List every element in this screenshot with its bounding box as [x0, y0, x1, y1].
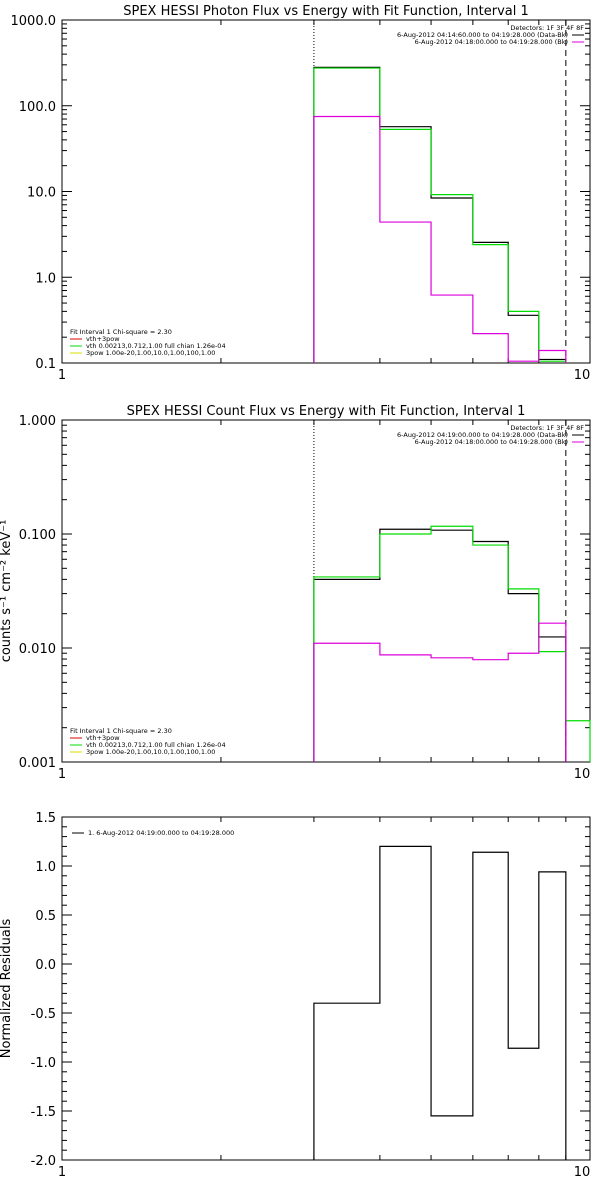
y-tick-label: -2.0	[31, 1154, 56, 1169]
y-tick-label: 0.001	[19, 756, 56, 771]
series-line-2-1	[313, 528, 567, 762]
y-tick-label: -1.0	[31, 1056, 56, 1071]
legend-text: vth+3pow	[86, 734, 120, 742]
y-tick-label: 1.0	[35, 860, 56, 875]
y-tick-label: 10.0	[27, 186, 56, 201]
x-tick-label: 10	[574, 1165, 591, 1180]
legend-text: 3pow 1.00e-20,1.00,10.0,1.00,100,1.00	[86, 349, 215, 357]
series-line-1-3	[313, 115, 567, 363]
series-line-1-2	[313, 67, 567, 363]
x-tick-label: 1	[58, 368, 66, 383]
y-tick-label: 0.010	[19, 642, 56, 657]
y-tick-label: -0.5	[31, 1007, 56, 1022]
plot-frame-2	[61, 419, 591, 763]
legend-text: vth 0.00213,0.712,1.00 full chian 1.26e-…	[86, 741, 226, 749]
legend-header: Fit Interval 1 Chi-square = 2.30	[70, 727, 172, 735]
legend-text: vth+3pow	[86, 335, 120, 343]
series-line-2-3	[313, 622, 567, 762]
series-line-2-2	[313, 525, 591, 762]
y-tick-label: 0.100	[19, 528, 56, 543]
legend-text: 3pow 1.00e-20,1.00,10.0,1.00,100,1.00	[86, 748, 215, 756]
y-axis-label-3: Normalized Residuals	[0, 919, 14, 1059]
legend-header: Detectors: 1F 3F 4F 8F	[510, 424, 584, 432]
y-axis-label-2: counts s⁻¹ cm⁻² keV⁻¹	[0, 520, 14, 663]
legend-header: Fit Interval 1 Chi-square = 2.30	[70, 328, 172, 336]
y-tick-label: 1.000	[19, 414, 56, 429]
x-tick-label: 10	[574, 767, 591, 782]
legend-text: 6-Aug-2012 04:14:60.000 to 04:19:28.000 …	[397, 31, 568, 39]
legend-header: Detectors: 1F 3F 4F 8F	[510, 24, 584, 32]
y-tick-label: 0.0	[35, 958, 56, 973]
series-line-3-1	[313, 845, 567, 1160]
y-tick-label: 1.5	[35, 811, 56, 826]
legend-text: 6-Aug-2012 04:18:00.000 to 04:19:28.000 …	[415, 38, 568, 46]
y-tick-label: -1.5	[31, 1105, 56, 1120]
x-tick-label: 10	[574, 368, 591, 383]
y-tick-label: 1.0	[35, 271, 56, 286]
legend-text: 1. 6-Aug-2012 04:19:00.000 to 04:19:28.0…	[88, 829, 234, 837]
y-tick-label: 100.0	[19, 100, 56, 115]
legend-text: 6-Aug-2012 04:19:00.000 to 04:19:28.000 …	[397, 431, 568, 439]
chart-title-1: SPEX HESSI Photon Flux vs Energy with Fi…	[123, 4, 529, 19]
series-line-1-1	[313, 66, 567, 363]
legend-text: 6-Aug-2012 04:18:00.000 to 04:19:28.000 …	[415, 438, 568, 446]
y-tick-label: 0.5	[35, 909, 56, 924]
x-tick-label: 1	[58, 767, 66, 782]
y-tick-label: 1000.0	[11, 14, 57, 29]
y-tick-label: 0.1	[35, 357, 56, 372]
chart-title-2: SPEX HESSI Count Flux vs Energy with Fit…	[127, 404, 526, 419]
legend-text: vth 0.00213,0.712,1.00 full chian 1.26e-…	[86, 342, 226, 350]
plot-frame-3	[61, 816, 591, 1161]
x-tick-label: 1	[58, 1165, 66, 1180]
